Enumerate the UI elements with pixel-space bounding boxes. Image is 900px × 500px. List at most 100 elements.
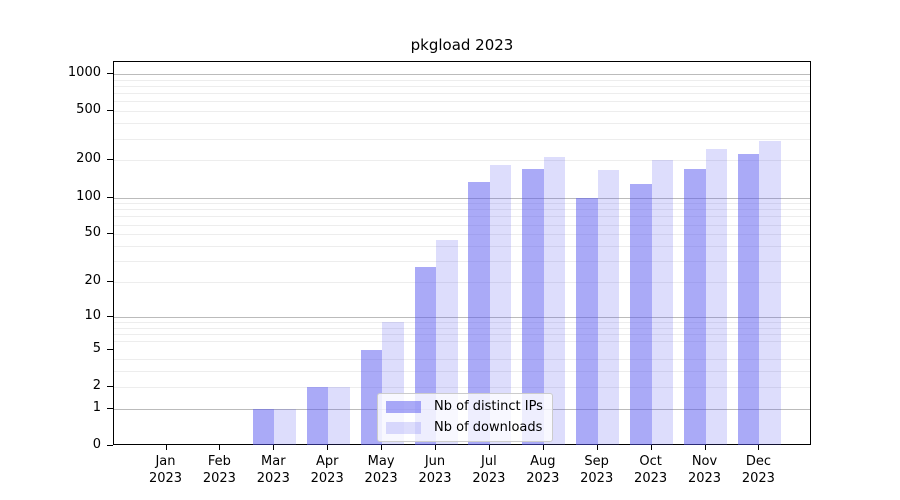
y-tick-mark bbox=[107, 445, 113, 446]
gridline-minor bbox=[114, 246, 810, 248]
x-tick-label: Oct 2023 bbox=[619, 453, 683, 487]
y-tick-mark bbox=[107, 233, 113, 235]
y-tick-label: 10 bbox=[84, 307, 101, 323]
bar-distinct-ips bbox=[630, 183, 652, 445]
gridline-minor bbox=[114, 209, 810, 211]
legend-item-downloads: Nb of downloads bbox=[386, 420, 543, 435]
gridline-minor bbox=[114, 160, 810, 162]
x-tick-year: 2023 bbox=[148, 471, 183, 486]
gridline-minor bbox=[114, 327, 810, 329]
legend-swatch-downloads-icon bbox=[386, 421, 421, 434]
plot-area bbox=[113, 61, 811, 445]
bar-downloads bbox=[274, 408, 296, 445]
bar-distinct-ips bbox=[252, 408, 275, 445]
gridline-minor bbox=[114, 386, 810, 388]
gridline-minor bbox=[114, 224, 810, 226]
gridline-minor bbox=[114, 282, 810, 284]
gridline-minor bbox=[114, 93, 810, 95]
x-tick-year: 2023 bbox=[687, 471, 722, 486]
x-tick-label: Jun 2023 bbox=[403, 453, 467, 487]
x-tick-year: 2023 bbox=[256, 471, 290, 486]
x-tick-mark bbox=[165, 445, 167, 450]
x-tick-month: Apr bbox=[315, 454, 339, 469]
bar-distinct-ips bbox=[306, 386, 329, 445]
gridline-minor bbox=[114, 234, 810, 236]
y-tick-label: 20 bbox=[84, 273, 101, 289]
x-tick-month: Jul bbox=[481, 454, 497, 469]
gridline-minor bbox=[114, 334, 810, 336]
gridline-minor bbox=[114, 341, 810, 343]
gridline-minor bbox=[114, 203, 810, 205]
legend-swatch-distinct-ips-icon bbox=[386, 400, 421, 413]
bar-distinct-ips bbox=[522, 168, 544, 445]
legend-label-downloads: Nb of downloads bbox=[434, 420, 543, 435]
y-tick-label: 1 bbox=[92, 399, 101, 415]
y-tick-label: 500 bbox=[76, 102, 101, 118]
x-tick-label: Nov 2023 bbox=[673, 453, 737, 487]
y-tick-mark bbox=[107, 385, 113, 387]
bar-distinct-ips bbox=[737, 154, 760, 445]
y-tick-mark bbox=[107, 110, 113, 112]
x-tick-label: May 2023 bbox=[349, 453, 413, 487]
x-tick-label: Aug 2023 bbox=[511, 453, 575, 487]
y-tick-label: 0 bbox=[92, 437, 101, 452]
x-tick-label: Sep 2023 bbox=[565, 453, 629, 487]
y-tick-mark bbox=[107, 407, 113, 409]
x-tick-year: 2023 bbox=[364, 471, 398, 486]
x-tick-mark bbox=[758, 445, 760, 450]
gridline-minor bbox=[114, 359, 810, 361]
x-tick-year: 2023 bbox=[202, 471, 236, 486]
gridline-minor bbox=[114, 261, 810, 263]
y-tick-mark bbox=[107, 159, 113, 161]
x-tick-month: Jun bbox=[424, 454, 446, 469]
x-tick-mark bbox=[219, 445, 221, 450]
x-tick-year: 2023 bbox=[526, 471, 560, 486]
x-tick-month: Nov bbox=[691, 454, 718, 469]
x-tick-mark bbox=[704, 445, 706, 450]
x-tick-label: Apr 2023 bbox=[295, 453, 359, 487]
x-tick-month: Dec bbox=[745, 454, 771, 469]
y-tick-mark bbox=[107, 348, 113, 350]
x-tick-month: Feb bbox=[207, 454, 231, 469]
x-tick-month: Oct bbox=[639, 454, 662, 469]
y-tick-label: 100 bbox=[76, 188, 101, 204]
gridline-major bbox=[114, 197, 810, 199]
x-tick-mark bbox=[542, 445, 544, 450]
y-tick-label: 2 bbox=[92, 377, 101, 393]
x-tick-label: Dec 2023 bbox=[726, 453, 790, 487]
x-tick-month: Sep bbox=[584, 454, 609, 469]
bar-downloads bbox=[328, 386, 350, 445]
x-tick-label: Jul 2023 bbox=[457, 453, 521, 487]
legend-item-distinct-ips: Nb of distinct IPs bbox=[386, 399, 543, 414]
x-tick-month: Mar bbox=[261, 454, 286, 469]
x-tick-mark bbox=[435, 445, 436, 450]
x-tick-mark bbox=[327, 445, 329, 450]
gridline-minor bbox=[114, 111, 810, 113]
bar-downloads bbox=[759, 141, 781, 445]
y-tick-label: 1000 bbox=[67, 65, 101, 80]
x-tick-mark bbox=[488, 445, 490, 450]
x-tick-month: Aug bbox=[530, 454, 556, 469]
gridline-minor bbox=[114, 322, 810, 324]
y-tick-mark bbox=[107, 73, 113, 74]
x-tick-label: Feb 2023 bbox=[187, 453, 251, 487]
bar-downloads bbox=[597, 169, 620, 445]
legend: Nb of distinct IPs Nb of downloads bbox=[377, 393, 553, 442]
x-tick-year: 2023 bbox=[310, 471, 344, 486]
x-tick-mark bbox=[596, 445, 598, 450]
y-tick-label: 5 bbox=[92, 340, 101, 356]
bar-distinct-ips bbox=[468, 181, 490, 445]
x-tick-year: 2023 bbox=[634, 471, 668, 486]
y-tick-mark bbox=[107, 315, 113, 317]
bar-downloads bbox=[489, 165, 512, 445]
bar-distinct-ips bbox=[360, 349, 383, 445]
x-tick-label: Mar 2023 bbox=[241, 453, 305, 487]
x-tick-mark bbox=[273, 445, 275, 450]
gridline-minor bbox=[114, 123, 810, 125]
y-tick-mark bbox=[107, 281, 113, 283]
x-tick-month: May bbox=[367, 454, 395, 469]
legend-label-distinct-ips: Nb of distinct IPs bbox=[434, 399, 543, 414]
x-tick-year: 2023 bbox=[418, 471, 452, 486]
x-tick-year: 2023 bbox=[472, 471, 506, 486]
x-tick-year: 2023 bbox=[741, 471, 775, 486]
